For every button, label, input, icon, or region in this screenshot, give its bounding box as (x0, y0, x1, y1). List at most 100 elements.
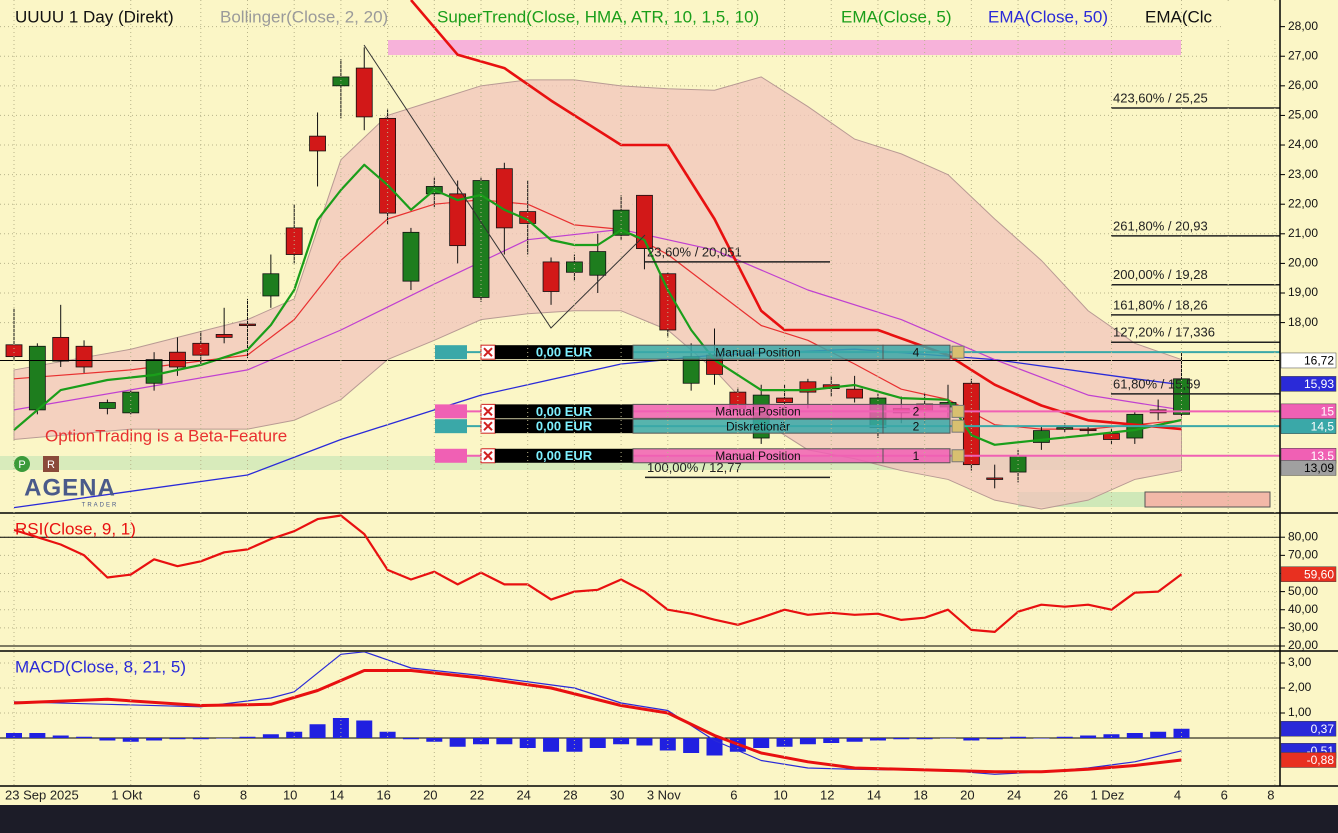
button-r[interactable] (43, 456, 59, 472)
order-qty: 2 (913, 419, 920, 433)
candle-body (75, 345, 93, 368)
price-panel: 23,60% / 20,051 100,00% / 12,77 423,60% / … (0, 0, 1280, 510)
fib-label: 23,60% / 20,051 (647, 244, 742, 259)
candle-body (215, 334, 233, 338)
macd-histogram-bar (636, 738, 653, 746)
y-tick-label: 25,00 (1288, 108, 1318, 122)
macd-histogram-bar (776, 738, 793, 747)
candle-body (28, 345, 46, 411)
order-pnl: 0,00 EUR (536, 345, 593, 360)
macd-histogram-bar (1126, 733, 1143, 738)
macd-histogram-bar (753, 738, 770, 748)
x-tick-label: 22 (470, 787, 484, 802)
macd-title: MACD(Close, 8, 21, 5) (15, 657, 186, 676)
y-tick-label: 1,00 (1288, 705, 1312, 719)
axis-tag-label: 13,5 (1311, 449, 1335, 463)
button-label[interactable]: R (47, 459, 55, 471)
fib-label: 161,80% / 18,26 (1113, 297, 1208, 312)
x-tick-label: 10 (773, 787, 787, 802)
symbol-title: UUUU 1 Day (Direkt) (15, 7, 174, 26)
axis-tag (1280, 418, 1337, 434)
macd-histogram-bar (589, 738, 606, 748)
macd-histogram-bar (29, 733, 46, 738)
candle-body (589, 251, 607, 276)
x-tick-label: 1 Okt (111, 787, 142, 802)
candle-body (799, 381, 817, 393)
candle-body (846, 388, 863, 399)
order-close-x (483, 406, 493, 417)
macd-histogram-bar (1173, 728, 1190, 738)
logo-sub: TRADER (82, 503, 119, 509)
y-tick-label: 23,00 (1288, 167, 1318, 181)
y-tick-label: 24,00 (1288, 137, 1318, 151)
x-tick-label: 12 (820, 787, 834, 802)
y-tick-label: 30,00 (1288, 620, 1318, 634)
fib-label: 61,80% / 15,59 (1113, 376, 1200, 391)
macd-histogram-bar (473, 738, 489, 745)
indicator-label: EMA(Clc (1145, 7, 1213, 26)
axis-tag-label: -0,88 (1307, 753, 1335, 767)
order-handle (435, 404, 467, 419)
order-pnl-box (495, 404, 633, 419)
order-pnl-box (495, 345, 633, 360)
axis-tag (1280, 721, 1337, 737)
macd-histogram-bar (1150, 731, 1167, 738)
macd-histogram-bar (940, 738, 956, 739)
fib-label: 261,80% / 20,93 (1113, 218, 1208, 233)
button-p[interactable] (14, 456, 30, 472)
order-type: Diskretionär (726, 419, 790, 433)
order-type: Manual Position (715, 345, 800, 359)
x-tick-label: 10 (283, 787, 297, 802)
macd-histogram-bar (869, 738, 886, 741)
axis-tag-label: 59,60 (1304, 567, 1334, 581)
indicator-line (13, 228, 1182, 411)
order-handle (435, 448, 467, 463)
macd-histogram-bar (449, 738, 466, 747)
order-qty: 4 (913, 345, 920, 359)
candle-body (5, 344, 23, 358)
candle-body (145, 359, 163, 384)
order-type: Manual Position (715, 405, 800, 419)
y-tick-label: 20,00 (1288, 256, 1318, 270)
order-qty-box (882, 344, 951, 360)
macd-histogram-bar (122, 738, 139, 742)
x-tick-label: 6 (193, 787, 200, 802)
macd-histogram-bar (76, 736, 93, 738)
order-close-x (483, 421, 493, 431)
x-tick-label: 26 (1054, 787, 1068, 802)
order-pnl-box (495, 448, 633, 463)
x-tick-label: 16 (376, 787, 390, 802)
logo: AGENA (24, 474, 116, 501)
axis-tag (1280, 566, 1337, 582)
order-icon (951, 449, 965, 463)
axis-tag-label: 13,09 (1304, 461, 1334, 475)
order-pnl: 0,00 EUR (536, 404, 593, 419)
x-tick-label: 8 (1267, 787, 1274, 802)
overlay: OptionTrading is a Beta-Feature P R AGEN… (0, 0, 1338, 802)
candle-body (1009, 455, 1027, 473)
x-tick-label: 14 (867, 787, 881, 802)
x-tick-label: 24 (516, 787, 530, 802)
x-tick-label: 6 (730, 787, 737, 802)
y-tick-label: 27,00 (1288, 48, 1318, 62)
x-tick-label: 30 (610, 787, 624, 802)
order-handle (435, 419, 467, 434)
macd-histogram-bar (1056, 736, 1073, 738)
macd-histogram-bar (799, 738, 816, 745)
beta-notice: OptionTrading is a Beta-Feature (45, 426, 287, 445)
macd-histogram-bar (309, 724, 326, 738)
button-label[interactable]: P (18, 459, 25, 471)
macd-histogram-bar (99, 738, 116, 741)
y-tick-label: 26,00 (1288, 78, 1318, 92)
x-tick-label: 20 (960, 787, 974, 802)
rsi-panel (0, 514, 1280, 647)
macd-histogram-bar (1033, 738, 1050, 739)
candle-body (122, 391, 140, 414)
zone (1144, 491, 1271, 508)
header: UUUU 1 Day (Direkt) Bollinger(Close, 2, … (15, 7, 1213, 26)
highlight-zone (388, 40, 1181, 55)
x-tick-label: 14 (330, 787, 344, 802)
candle-body (495, 168, 513, 229)
axis-tag (1280, 752, 1337, 768)
candle-body (262, 273, 280, 297)
